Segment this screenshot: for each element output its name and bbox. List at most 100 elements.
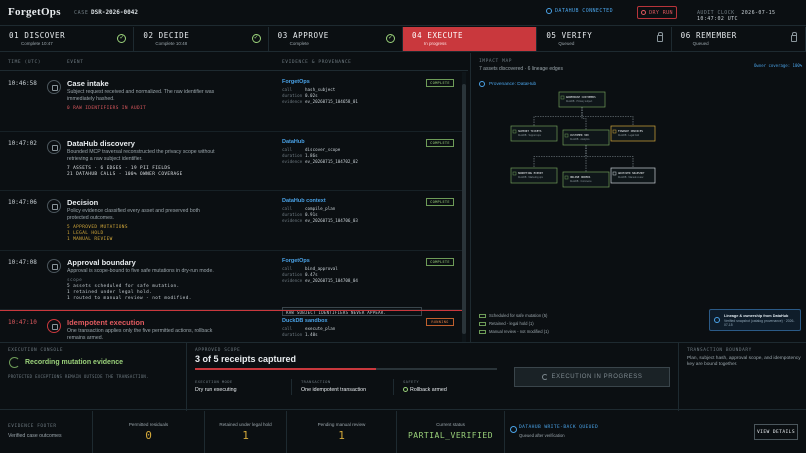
metric-line: 5 assets scheduled for safe mutation. [67, 284, 180, 289]
audit-clock-label: AUDIT CLOCK [697, 10, 735, 16]
datahub-write-back: DATAHUB WRITE-BACK QUEUED Queued after v… [504, 411, 744, 453]
datahub-icon [510, 426, 517, 433]
event-metrics: 7 ASSETS · 6 EDGES · 19 PII FIELDS 21 DAT… [67, 166, 183, 178]
metric-line: 1 routed to manual review - not modified… [67, 296, 192, 301]
transaction-boundary-text: Plan, subject hash, approval scope, and … [687, 356, 801, 367]
event-row[interactable]: 10:47:02 DataHub discovery Bounded MCP tra… [0, 132, 462, 191]
stat-legal-hold: Retained under legal hold 1 [204, 411, 286, 453]
step-2[interactable]: 02 DECIDE Complete 10:48 ✓ [134, 27, 269, 51]
approved-scope: APPROVED SCOPE 3 of 5 receipts captured … [186, 343, 497, 411]
provenance-details: call bind_approval duration 0.47s evidence ev… [282, 266, 358, 284]
event-time: 10:47:02 [8, 140, 37, 147]
metric-line: 1 MANUAL REVIEW [67, 237, 113, 242]
event-time: 10:47:08 [8, 259, 37, 266]
execution-in-progress-button[interactable]: EXECUTION IN PROGRESS [514, 367, 670, 387]
provenance-icon [479, 81, 485, 87]
step-title: 01 DISCOVER [9, 31, 66, 40]
lock-icon [656, 32, 664, 42]
metric-line: 5 APPROVED MUTATIONS [67, 225, 128, 230]
approved-scope-label: APPROVED SCOPE [195, 348, 241, 353]
step-title: 03 APPROVE [277, 31, 329, 40]
provenance-source[interactable]: ForgetOps [282, 79, 310, 85]
legend-legal-hold: Retained - legal hold (1) [479, 321, 534, 326]
asset-node-subtitle: DuckDB · Legal hold [618, 135, 640, 137]
event-metrics: 0 RAW IDENTIFIERS IN AUDIT [67, 106, 146, 112]
event-icon [47, 319, 61, 333]
provenance-label: Provenance: DataHub [489, 82, 537, 87]
asset-node-title: SUPPORT TICKETS [518, 129, 542, 133]
transaction-value: One idempotent transaction [301, 387, 367, 393]
step-5[interactable]: 05 VERIFY Queued [537, 27, 672, 51]
event-row[interactable]: 10:46:58 Case intake Subject request recei… [0, 72, 462, 132]
event-title: Idempotent execution [67, 318, 145, 327]
dry-run-label: DRY RUN [649, 9, 673, 16]
step-status: Complete [289, 41, 309, 46]
event-description: Bounded MCP traversal reconstructed the … [67, 149, 215, 162]
provenance-key: call [282, 206, 293, 211]
asset-node-title: WAREHOUSE CUSTOMERS [566, 95, 596, 99]
legend-label: Scheduled for safe mutation (5) [489, 313, 548, 318]
event-timeline[interactable]: 10:46:58 Case intake Subject request recei… [0, 72, 468, 342]
metric-line: 1 LEGAL HOLD [67, 231, 104, 236]
event-row[interactable]: 10:47:06 Decision Policy evidence classifi… [0, 191, 462, 251]
event-row[interactable]: 10:47:10 Idempotent execution One transact… [0, 310, 462, 342]
provenance-value: execute_plan [305, 326, 336, 331]
console-note: PROTECTED EXCEPTIONS REMAIN OUTSIDE THE … [8, 374, 149, 379]
provenance-value: ev_20260715_104658_01 [305, 99, 358, 104]
provenance-source[interactable]: DuckDB sandbox [282, 318, 328, 324]
execution-mode-value: Dry run executing [195, 387, 237, 393]
stat-label: Permitted residuals [128, 422, 169, 427]
col-event: EVENT [67, 60, 84, 65]
metrics-label: scope [67, 278, 83, 283]
provenance-source[interactable]: DataHub [282, 139, 305, 145]
asset-node-box [558, 91, 606, 108]
event-metrics: 5 assets scheduled for safe mutation. 1 r… [67, 284, 192, 302]
footer-subtitle: Verified case outcomes [8, 433, 62, 439]
stat-value: PARTIAL_VERIFIED [407, 431, 494, 440]
lineage-edge [533, 145, 587, 168]
asset-node-title: ARCHIVED SNAPSHOT [618, 171, 645, 175]
metric-line: 21 DATAHUB CALLS · 100% OWNER COVERAGE [67, 172, 183, 177]
spinner-icon [541, 374, 548, 380]
transaction: TRANSACTION One idempotent transaction [301, 379, 366, 393]
provenance-details: call execute_plan duration 1.40s [282, 326, 335, 338]
provenance-source[interactable]: DataHub context [282, 198, 326, 204]
check-circle-icon: ✓ [251, 34, 261, 43]
database-icon [564, 133, 569, 138]
provenance-row: evidence ev_20260715_104658_01 [282, 99, 358, 105]
legend-swatch [479, 329, 486, 334]
metric-line: 7 ASSETS · 6 EDGES · 19 PII FIELDS [67, 166, 171, 171]
lock-icon [790, 32, 798, 42]
provenance-source[interactable]: ForgetOps [282, 258, 310, 264]
execution-console-row: EXECUTION CONSOLE Recording mutation evi… [0, 342, 806, 411]
view-details-button[interactable]: VIEW DETAILS [754, 424, 798, 440]
safety: SAFETY Rollback armed [403, 379, 447, 393]
stat-manual-review: Pending manual review 1 [286, 411, 396, 453]
execution-button-label: EXECUTION IN PROGRESS [551, 374, 643, 380]
provenance-key: evidence [282, 218, 303, 223]
event-row[interactable]: 10:47:08 Approval boundary Approval is sco… [0, 251, 462, 316]
asset-node[interactable]: FINANCE INVOICES DuckDB · Legal hold [610, 125, 656, 142]
provenance-row: call execute_plan [282, 326, 335, 332]
legend-swatch [479, 321, 486, 326]
write-back-title: DATAHUB WRITE-BACK QUEUED [519, 425, 599, 430]
safety-value: Rollback armed [403, 387, 447, 393]
provenance-key: duration [282, 212, 303, 217]
step-1[interactable]: 01 DISCOVER Complete 10:47 ✓ [0, 27, 135, 51]
timeline-scroll-thumb[interactable] [462, 84, 466, 334]
step-3[interactable]: 03 APPROVE Complete ✓ [269, 27, 403, 51]
console-label: EXECUTION CONSOLE [8, 348, 64, 353]
stat-label: Retained under legal hold [219, 422, 272, 427]
step-4[interactable]: 04 EXECUTE In progress [402, 27, 538, 51]
step-title: 04 EXECUTE [411, 31, 464, 40]
provenance-value: compile_plan [305, 206, 336, 211]
dry-run-button[interactable]: DRY RUN [637, 6, 677, 19]
step-6[interactable]: 06 REMEMBER Queued [672, 27, 806, 51]
